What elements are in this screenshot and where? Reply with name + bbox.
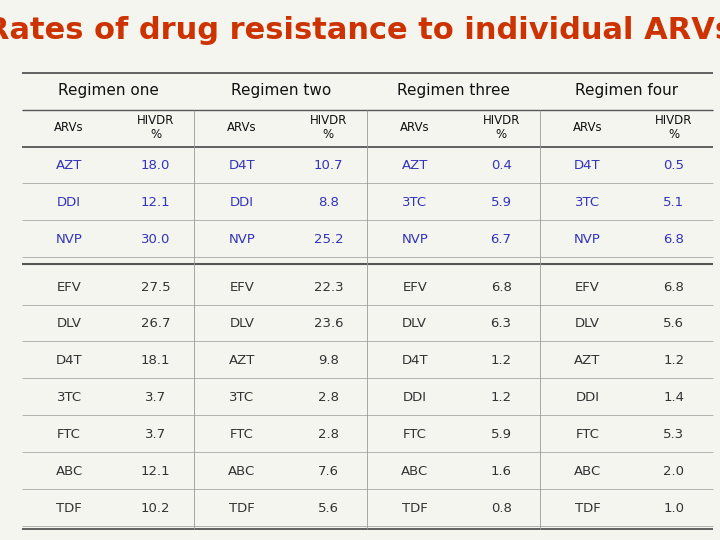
Text: 23.6: 23.6	[314, 318, 343, 330]
Text: 1.2: 1.2	[490, 391, 512, 404]
Text: AZT: AZT	[575, 354, 600, 367]
Text: HIVDR
%: HIVDR %	[310, 114, 347, 141]
Text: 18.0: 18.0	[141, 159, 170, 172]
Text: NVP: NVP	[401, 233, 428, 246]
Text: 10.7: 10.7	[314, 159, 343, 172]
Text: 5.9: 5.9	[490, 428, 512, 441]
Text: 2.8: 2.8	[318, 391, 339, 404]
Text: DDI: DDI	[402, 391, 427, 404]
Text: 2.0: 2.0	[663, 465, 685, 478]
Text: EFV: EFV	[575, 280, 600, 294]
Text: ARVs: ARVs	[572, 121, 603, 134]
Text: 7.6: 7.6	[318, 465, 339, 478]
Text: 3TC: 3TC	[57, 391, 81, 404]
Text: EFV: EFV	[57, 280, 81, 294]
Text: ARVs: ARVs	[54, 121, 84, 134]
Text: D4T: D4T	[56, 354, 82, 367]
Text: 1.6: 1.6	[490, 465, 512, 478]
Text: TDF: TDF	[402, 502, 428, 515]
Text: ABC: ABC	[55, 465, 83, 478]
Text: 0.5: 0.5	[663, 159, 685, 172]
Text: 1.2: 1.2	[490, 354, 512, 367]
Text: 3.7: 3.7	[145, 391, 166, 404]
Text: 1.4: 1.4	[663, 391, 685, 404]
Text: 12.1: 12.1	[140, 196, 171, 210]
Text: FTC: FTC	[575, 428, 600, 441]
Text: D4T: D4T	[575, 159, 600, 172]
Text: 1.2: 1.2	[663, 354, 685, 367]
Text: 1.0: 1.0	[663, 502, 685, 515]
Text: Regimen four: Regimen four	[575, 83, 678, 98]
Text: AZT: AZT	[56, 159, 82, 172]
Text: 6.8: 6.8	[664, 280, 684, 294]
Text: EFV: EFV	[402, 280, 427, 294]
Text: 5.3: 5.3	[663, 428, 685, 441]
Text: 8.8: 8.8	[318, 196, 338, 210]
Text: DDI: DDI	[575, 391, 600, 404]
Text: DLV: DLV	[575, 318, 600, 330]
Text: 0.8: 0.8	[491, 502, 511, 515]
Text: AZT: AZT	[402, 159, 428, 172]
Text: ABC: ABC	[401, 465, 428, 478]
Text: DLV: DLV	[230, 318, 254, 330]
Text: 3.7: 3.7	[145, 428, 166, 441]
Text: 6.3: 6.3	[490, 318, 512, 330]
Text: 6.8: 6.8	[491, 280, 511, 294]
Text: NVP: NVP	[574, 233, 601, 246]
Text: NVP: NVP	[55, 233, 83, 246]
Text: Regimen two: Regimen two	[230, 83, 331, 98]
Text: ARVs: ARVs	[227, 121, 257, 134]
Text: 3TC: 3TC	[230, 391, 254, 404]
Text: FTC: FTC	[402, 428, 427, 441]
Text: HIVDR
%: HIVDR %	[482, 114, 520, 141]
Text: FTC: FTC	[57, 428, 81, 441]
Text: 5.1: 5.1	[663, 196, 685, 210]
Text: TDF: TDF	[56, 502, 82, 515]
Text: 27.5: 27.5	[140, 280, 171, 294]
Text: Regimen three: Regimen three	[397, 83, 510, 98]
Text: Regimen one: Regimen one	[58, 83, 158, 98]
Text: NVP: NVP	[228, 233, 256, 246]
Text: 10.2: 10.2	[141, 502, 170, 515]
Text: 25.2: 25.2	[313, 233, 343, 246]
Text: 12.1: 12.1	[140, 465, 171, 478]
Text: DLV: DLV	[57, 318, 81, 330]
Text: FTC: FTC	[230, 428, 254, 441]
Text: D4T: D4T	[402, 354, 428, 367]
Text: 26.7: 26.7	[141, 318, 170, 330]
Text: 5.9: 5.9	[490, 196, 512, 210]
Text: TDF: TDF	[575, 502, 600, 515]
Text: DLV: DLV	[402, 318, 427, 330]
Text: ARVs: ARVs	[400, 121, 430, 134]
Text: DDI: DDI	[57, 196, 81, 210]
Text: Rates of drug resistance to individual ARVs: Rates of drug resistance to individual A…	[0, 16, 720, 45]
Text: 2.8: 2.8	[318, 428, 339, 441]
Text: 6.7: 6.7	[490, 233, 512, 246]
Text: 0.4: 0.4	[491, 159, 511, 172]
Text: 30.0: 30.0	[141, 233, 170, 246]
Text: ABC: ABC	[228, 465, 256, 478]
Text: TDF: TDF	[229, 502, 255, 515]
Text: HIVDR
%: HIVDR %	[655, 114, 693, 141]
Text: 5.6: 5.6	[318, 502, 339, 515]
Text: HIVDR
%: HIVDR %	[137, 114, 174, 141]
Text: 3TC: 3TC	[402, 196, 427, 210]
Text: 22.3: 22.3	[313, 280, 343, 294]
Text: DDI: DDI	[230, 196, 254, 210]
Text: AZT: AZT	[229, 354, 255, 367]
Text: 18.1: 18.1	[141, 354, 170, 367]
Text: 9.8: 9.8	[318, 354, 338, 367]
Text: D4T: D4T	[229, 159, 255, 172]
Text: 5.6: 5.6	[663, 318, 685, 330]
Text: EFV: EFV	[230, 280, 254, 294]
Text: 6.8: 6.8	[664, 233, 684, 246]
Text: 3TC: 3TC	[575, 196, 600, 210]
Text: ABC: ABC	[574, 465, 601, 478]
